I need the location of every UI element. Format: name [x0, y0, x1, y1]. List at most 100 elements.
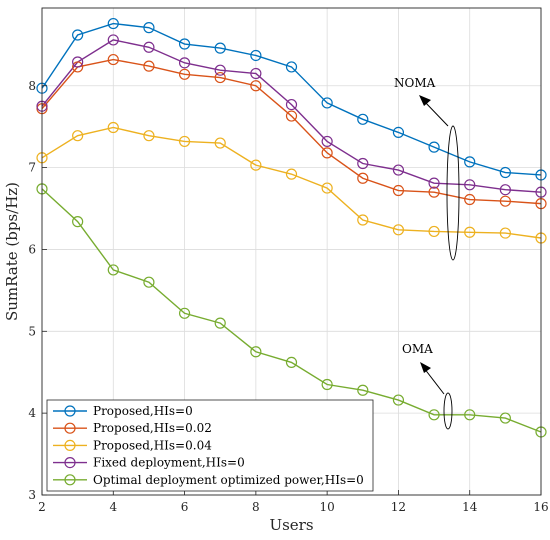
series-3-point — [499, 184, 511, 196]
series-0-point — [250, 49, 262, 62]
x-tick-label: 12 — [391, 500, 406, 514]
oma-arrow-head — [420, 362, 431, 373]
series-3-point — [107, 34, 119, 46]
legend-entry-1: Proposed,HIs=0.02 — [93, 421, 212, 435]
y-tick-label: 7 — [28, 161, 36, 175]
series-2-point — [250, 159, 262, 171]
series-1-point — [143, 60, 155, 72]
series-0-point — [143, 22, 155, 34]
series-4-point — [285, 356, 298, 369]
y-tick-label: 8 — [28, 79, 36, 93]
series-2-point — [107, 121, 119, 134]
series-0-point — [392, 126, 405, 139]
legend-entry-4: Optimal deployment optimized power,HIs=0 — [93, 473, 364, 487]
series-3-point — [285, 98, 298, 111]
x-tick-label: 10 — [320, 500, 335, 514]
series-2-point — [214, 137, 226, 149]
series-1-point — [250, 80, 262, 92]
legend-entry-3: Fixed deployment,HIs=0 — [93, 456, 245, 470]
series-1-point — [464, 193, 476, 206]
series-2-point — [464, 226, 476, 238]
series-1-point — [214, 71, 226, 84]
series-4-point — [214, 317, 226, 329]
series-0-point — [357, 113, 369, 125]
noma-ellipse — [446, 125, 460, 261]
series-3-point — [250, 67, 262, 80]
series-2-point — [428, 225, 440, 238]
series-4-point — [499, 412, 511, 424]
y-tick-label: 4 — [28, 406, 36, 420]
series-1-point — [392, 184, 405, 197]
series-4-point — [428, 409, 440, 421]
series-3-point — [72, 56, 84, 68]
series-3-point — [321, 135, 333, 148]
series-4-point — [72, 216, 84, 228]
series-0-point — [285, 61, 298, 73]
oma-ellipse — [443, 392, 453, 430]
legend-box — [46, 399, 374, 492]
series-4-point — [107, 264, 119, 276]
series-3-point — [143, 41, 155, 53]
series-0-point — [178, 38, 191, 50]
series-3-point — [428, 177, 440, 189]
series-0-point — [464, 156, 476, 168]
legend: Proposed,HIs=0 Proposed,HIs=0.02 Proposed,… — [46, 399, 374, 492]
noma-label: NOMA — [394, 76, 436, 90]
grid-lines — [41, 8, 542, 496]
series-4-point — [178, 307, 191, 319]
series-line-2 — [41, 126, 542, 239]
series-2-point — [143, 130, 155, 142]
series-0-point — [499, 166, 511, 179]
legend-swatch-marker-3 — [64, 457, 76, 469]
series-4-point — [143, 276, 155, 288]
legend-swatch-marker-2 — [64, 439, 76, 451]
series-4-point — [357, 384, 369, 396]
noma-arrow-head — [419, 95, 431, 106]
series-line-3 — [41, 39, 542, 193]
oma-label: OMA — [402, 342, 433, 356]
series-3-point — [464, 179, 476, 191]
series-0-point — [107, 17, 119, 30]
series-line-4 — [41, 188, 542, 433]
legend-swatch-marker-1 — [64, 422, 76, 434]
oma-arrow-shaft — [423, 367, 445, 395]
noma-arrow-shaft — [423, 100, 449, 127]
series-lines — [41, 22, 542, 433]
series-4-point — [250, 346, 262, 358]
series-4-point — [321, 378, 333, 391]
legend-entry-2: Proposed,HIs=0.04 — [93, 438, 212, 452]
series-2-point — [178, 135, 191, 148]
series-2-point — [72, 130, 84, 142]
series-3-point — [357, 157, 369, 170]
series-3-point — [178, 57, 191, 69]
series-1-point — [321, 147, 333, 159]
y-tick-label: 5 — [28, 324, 36, 338]
legend-entry-0: Proposed,HIs=0 — [93, 404, 193, 418]
series-0-point — [321, 97, 333, 109]
series-2-point — [357, 214, 369, 226]
y-axis-label: SumRate (bps/Hz) — [3, 182, 21, 321]
series-0-point — [428, 141, 440, 153]
series-0-point — [72, 29, 84, 41]
series-1-point — [357, 172, 369, 184]
series-1-point — [428, 186, 440, 198]
series-1-point — [178, 68, 191, 80]
series-3-point — [392, 164, 405, 176]
axes-frame — [41, 7, 542, 496]
x-tick-label: 16 — [533, 500, 548, 514]
y-tick-label: 3 — [28, 488, 36, 502]
series-1-point — [499, 195, 511, 207]
series-line-1 — [41, 58, 542, 205]
series-2-point — [285, 168, 298, 180]
y-tick-label: 6 — [28, 242, 36, 256]
x-tick-label: 4 — [109, 500, 117, 514]
x-tick-label: 2 — [38, 500, 46, 514]
annotations: NOMA OMA — [394, 76, 460, 430]
series-2-point — [499, 227, 511, 239]
series-1-point — [107, 53, 119, 66]
series-1-point — [285, 110, 298, 122]
series-1-point — [72, 61, 84, 73]
series-2-point — [392, 224, 405, 236]
x-tick-label: 6 — [181, 500, 189, 514]
series-4-point — [392, 394, 405, 406]
